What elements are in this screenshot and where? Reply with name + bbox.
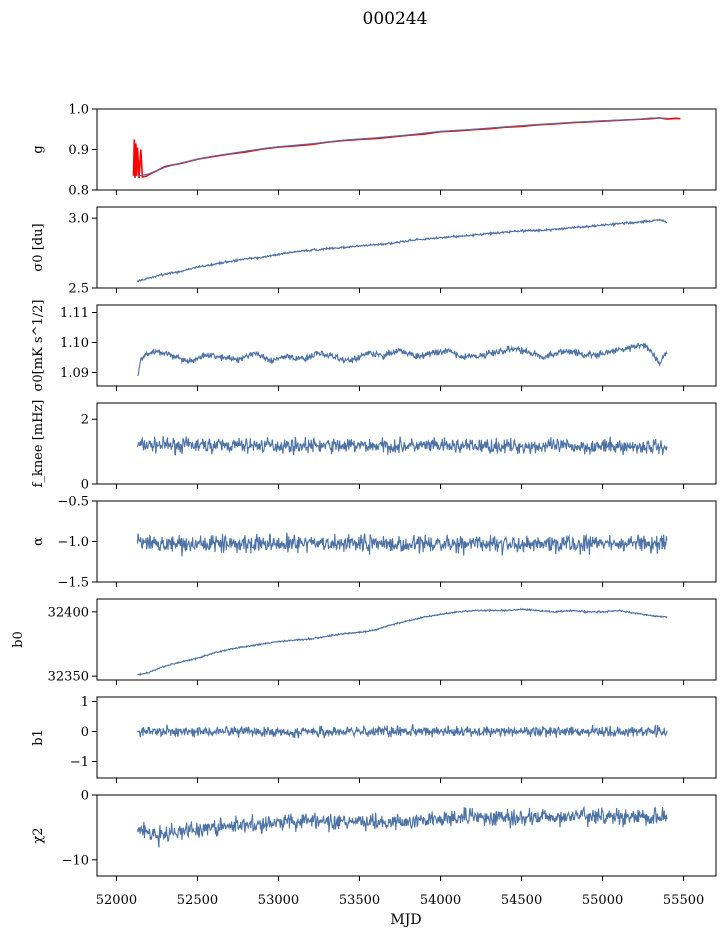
panel-frame	[96, 402, 717, 485]
series-line-1-2	[137, 117, 668, 177]
y-tick-label: 1.11	[60, 306, 89, 321]
series-line-2-1	[137, 218, 667, 283]
y-axis-label: α	[31, 537, 46, 546]
y-axis-label: σ0[mK s^1/2]	[31, 300, 46, 392]
panel-frame	[96, 598, 717, 681]
y-tick-label: 32400	[48, 605, 89, 620]
figure-title: 000244	[363, 9, 428, 29]
panels: 0.8 0.9 1.0 g 2.5 3.0 σ0 [du] 1.09 1.10 1.11 σ0[mK…	[11, 103, 717, 881]
y-tick-label: 1.09	[60, 366, 89, 381]
y-tick-label: 0.9	[68, 143, 89, 158]
x-tick-label: 55500	[663, 893, 704, 908]
y-axis-label: f_knee [mHz]	[31, 400, 46, 488]
x-tick-label: 52500	[177, 893, 218, 908]
y-tick-label: 3.0	[68, 212, 89, 227]
x-tick-label: 55000	[582, 893, 623, 908]
y-tick-label: 0	[81, 789, 89, 804]
x-tick-label: 52000	[96, 893, 137, 908]
y-axis-label: b1	[31, 729, 46, 746]
panel-frame	[96, 794, 717, 877]
y-tick-label: 2	[81, 413, 89, 428]
y-tick-label: 1	[81, 695, 89, 710]
y-tick-label: −0.5	[57, 495, 89, 510]
panel-7: −1 0 1 b1	[31, 695, 717, 783]
y-axis-label: b0	[11, 631, 26, 648]
y-tick-label: 0	[81, 725, 89, 740]
series-line-4-1	[136, 436, 668, 456]
y-tick-label: 2.5	[68, 282, 89, 297]
x-tick-label: 54500	[501, 893, 542, 908]
panel-2: 2.5 3.0 σ0 [du]	[31, 206, 717, 297]
panel-frame	[96, 206, 717, 289]
y-tick-label: 0.8	[68, 184, 89, 199]
y-tick-label: 1.10	[60, 336, 89, 351]
y-axis-label: σ0 [du]	[31, 223, 46, 271]
y-tick-label: −1	[70, 755, 89, 770]
y-tick-label: 32350	[48, 670, 89, 685]
panel-4: 0 2 f_knee [mHz]	[31, 400, 717, 493]
y-axis-label: χ2	[31, 827, 46, 843]
y-tick-label: −1.5	[57, 576, 89, 591]
panel-3: 1.09 1.10 1.11 σ0[mK s^1/2]	[31, 300, 717, 392]
y-tick-label: 0	[81, 478, 89, 493]
series-line-5-1	[136, 532, 668, 557]
panel-frame	[96, 696, 717, 779]
series-line-8-1	[136, 805, 668, 848]
series-line-1-1	[132, 117, 681, 179]
y-tick-label: −1.0	[57, 535, 89, 550]
panel-8: −10 0 χ2	[31, 789, 717, 881]
series-line-6-1	[137, 607, 668, 676]
panel-6: 32350 32400 b0	[11, 598, 717, 685]
x-axis-label: MJD	[390, 912, 421, 928]
y-tick-label: 1.0	[68, 103, 89, 118]
y-axis-label: g	[31, 145, 46, 153]
panel-frame	[96, 108, 717, 191]
x-tick-label: 54000	[420, 893, 461, 908]
series-line-7-1	[136, 723, 668, 739]
series-line-3-1	[137, 341, 668, 377]
panel-frame	[96, 304, 717, 387]
panel-1: 0.8 0.9 1.0 g	[31, 103, 717, 199]
x-tick-label: 53500	[339, 893, 380, 908]
y-tick-label: −10	[62, 853, 89, 868]
x-tick-label: 53000	[258, 893, 299, 908]
panel-5: −1.5 −1.0 −0.5 α	[31, 495, 717, 591]
x-axis-ticks: 52000 52500 53000 53500 54000 54500 55000 55500	[96, 893, 705, 908]
